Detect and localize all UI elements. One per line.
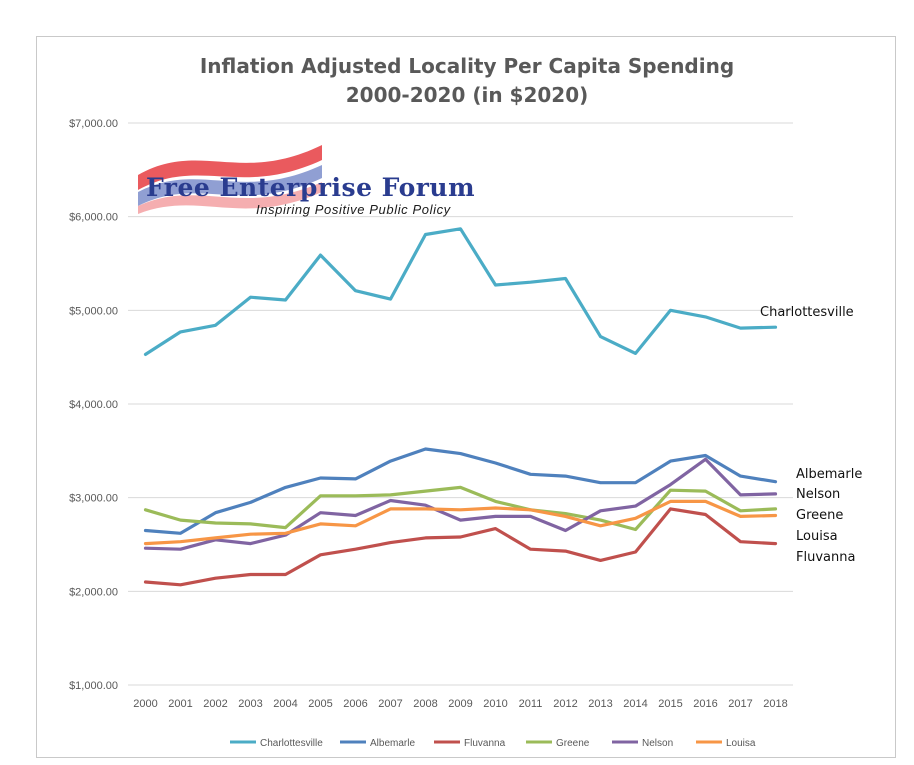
y-tick-label: $2,000.00 xyxy=(69,586,118,598)
series-line-fluvanna xyxy=(143,507,778,587)
series-line-greene xyxy=(143,485,778,532)
x-tick-label: 2016 xyxy=(693,698,717,710)
x-tick-label: 2013 xyxy=(588,698,612,710)
legend-label-fluvanna: Fluvanna xyxy=(464,738,506,749)
x-tick-label: 2004 xyxy=(273,698,297,710)
series-lines xyxy=(143,227,778,587)
y-tick-label: $7,000.00 xyxy=(69,118,118,130)
x-tick-label: 2014 xyxy=(623,698,647,710)
series-end-labels: Charlottesville Albemarle Fluvanna Greene Ne… xyxy=(760,305,862,565)
chart-title-line-1: Inflation Adjusted Locality Per Capita S… xyxy=(200,54,734,78)
y-tick-label: $5,000.00 xyxy=(69,305,118,317)
end-label-nelson: Nelson xyxy=(796,487,840,502)
y-tick-label: $1,000.00 xyxy=(69,680,118,692)
end-label-albemarle: Albemarle xyxy=(796,467,862,482)
x-tick-label: 2008 xyxy=(413,698,437,710)
x-axis-ticks: 2000 2001 2002 2003 2004 2005 2006 2007 2008 2009… xyxy=(133,698,787,710)
end-label-charlottesville: Charlottesville xyxy=(760,305,854,320)
legend-label-charlottesville: Charlottesville xyxy=(260,738,323,749)
legend-label-albemarle: Albemarle xyxy=(370,738,415,749)
y-axis-ticks: $1,000.00 $2,000.00 $3,000.00 $4,000.00 $5,0… xyxy=(69,118,118,692)
y-tick-label: $4,000.00 xyxy=(69,399,118,411)
logo-flag-stripe-red xyxy=(138,145,322,190)
x-tick-label: 2010 xyxy=(483,698,507,710)
series-line-louisa xyxy=(143,499,778,546)
x-tick-label: 2002 xyxy=(203,698,227,710)
x-tick-label: 2006 xyxy=(343,698,367,710)
x-tick-label: 2007 xyxy=(378,698,402,710)
x-tick-label: 2011 xyxy=(519,698,543,710)
legend-label-louisa: Louisa xyxy=(726,738,756,749)
x-tick-label: 2000 xyxy=(133,698,157,710)
end-label-greene: Greene xyxy=(796,508,843,523)
x-tick-label: 2012 xyxy=(553,698,577,710)
y-tick-label: $3,000.00 xyxy=(69,493,118,505)
logo-flag-stripe-blue xyxy=(138,165,322,206)
x-tick-label: 2015 xyxy=(658,698,682,710)
logo-main-text: Free Enterprise Forum xyxy=(146,173,475,202)
legend-label-greene: Greene xyxy=(556,738,590,749)
legend: Charlottesville Albemarle Fluvanna Greene Ne… xyxy=(230,738,756,749)
series-line-charlottesville xyxy=(143,227,778,356)
x-tick-label: 2018 xyxy=(763,698,787,710)
series-line-albemarle xyxy=(143,447,778,535)
free-enterprise-forum-logo: Free Enterprise Forum Inspiring Positive… xyxy=(138,145,475,217)
end-label-louisa: Louisa xyxy=(796,529,838,544)
logo-sub-text: Inspiring Positive Public Policy xyxy=(256,202,452,217)
end-label-fluvanna: Fluvanna xyxy=(796,550,855,565)
chart-frame xyxy=(36,36,896,758)
logo-flag-stripe-pink xyxy=(138,182,322,214)
y-tick-label: $6,000.00 xyxy=(69,212,118,224)
series-line-nelson xyxy=(143,457,778,551)
x-tick-label: 2003 xyxy=(238,698,262,710)
x-tick-label: 2017 xyxy=(728,698,752,710)
gridlines xyxy=(128,122,793,686)
x-tick-label: 2009 xyxy=(448,698,472,710)
x-tick-label: 2005 xyxy=(308,698,332,710)
legend-label-nelson: Nelson xyxy=(642,738,673,749)
x-tick-label: 2001 xyxy=(168,698,192,710)
chart-title-line-2: 2000-2020 (in $2020) xyxy=(346,83,589,107)
